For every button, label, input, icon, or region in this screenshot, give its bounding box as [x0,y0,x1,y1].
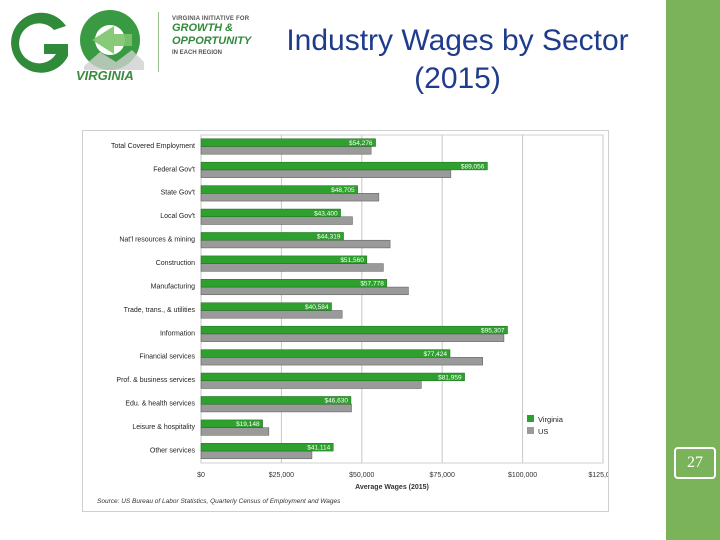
us-bar [200,333,505,342]
chart-canvas: $0 $25,000 $50,000 $75,000 $100,000 $125,000 A… [97,134,608,505]
category-label: State Gov't [161,190,195,197]
category-label: Nat'l resources & mining [119,237,195,244]
source-note: Source: US Bureau of Labor Statistics, Q… [97,498,341,505]
us-bar [200,193,380,202]
virginia-data-label: $51,560 [340,257,364,264]
legend-virginia-swatch [527,415,534,422]
legend-us-label: US [538,427,548,436]
us-bar [200,357,483,366]
virginia-data-label: $48,705 [331,187,355,194]
category-label: Information [160,330,195,337]
virginia-bar [200,279,388,288]
wage-bar-chart: $0 $25,000 $50,000 $75,000 $100,000 $125,000 A… [82,130,609,512]
x-tick-label: $25,000 [269,472,294,479]
us-bar [200,380,422,389]
virginia-bar [200,349,451,358]
virginia-bar [200,396,352,405]
us-bar [200,263,384,272]
us-bar [200,427,270,436]
category-label: Prof. & business services [116,377,195,384]
virginia-data-label: $40,584 [305,304,329,311]
us-bar [200,450,313,460]
virginia-data-label: $43,400 [314,210,338,217]
virginia-bar [200,325,508,335]
virginia-data-label: $44,319 [317,234,341,241]
plot-area [200,134,604,464]
virginia-bar [200,302,332,311]
virginia-bar [200,138,376,147]
go-virginia-logo: VIRGINIA VIRGINIA INITIATIVE FOR GROWTH … [4,4,274,84]
logo-line1: VIRGINIA INITIATIVE FOR [172,16,250,22]
category-label: Construction [156,260,195,267]
us-bar [200,286,409,296]
virginia-bar [200,255,368,264]
category-label: Federal Gov't [153,166,195,173]
go-logo-icon: VIRGINIA [11,10,144,83]
category-label: Local Gov't [160,213,195,220]
us-bar [200,239,391,249]
virginia-bar [200,419,263,428]
category-label: Total Covered Employment [111,143,195,150]
legend-us-swatch [527,427,534,434]
x-tick-label: $50,000 [349,472,374,479]
logo-line4: IN EACH REGION [172,50,223,56]
category-label: Edu. & health services [125,401,195,408]
us-bar [200,169,452,178]
virginia-data-label: $46,630 [324,398,348,405]
logo-line3: OPPORTUNITY [172,35,252,47]
virginia-bar [200,372,465,382]
virginia-data-label: $54,276 [349,140,373,147]
virginia-data-label: $95,307 [481,327,505,334]
category-label: Financial services [139,354,195,361]
virginia-data-label: $89,056 [461,163,485,170]
category-label: Manufacturing [151,283,195,290]
category-label: Leisure & hospitality [132,424,195,431]
x-tick-label: $0 [197,472,205,479]
category-label: Other services [150,447,196,454]
category-label: Trade, trans., & utilities [124,307,196,314]
virginia-bar [200,443,334,452]
slide-title-line2: (2015) [414,62,501,95]
virginia-data-label: $41,114 [307,445,330,452]
logo-line2: GROWTH & [172,22,234,34]
x-axis-title: Average Wages (2015) [355,484,429,491]
us-bar [200,310,343,319]
virginia-data-label: $57,778 [360,281,384,288]
us-bar [200,146,372,155]
page-number: 27 [674,447,716,479]
us-bar [200,216,353,225]
slide-title-line1: Industry Wages by Sector [286,24,629,57]
virginia-bar [200,161,488,171]
virginia-bar [200,185,358,194]
virginia-bar [200,232,344,241]
slide-title: Industry Wages by Sector (2015) [280,22,635,98]
x-tick-label: $100,000 [508,472,537,479]
x-tick-label: $75,000 [430,472,455,479]
virginia-data-label: $19,148 [236,421,260,428]
legend-virginia-label: Virginia [538,415,564,424]
logo-tagline: VIRGINIA INITIATIVE FOR GROWTH & OPPORTU… [172,16,292,56]
x-tick-label: $125,000 [588,472,608,479]
virginia-data-label: $77,424 [423,351,447,358]
virginia-data-label: $81,959 [438,374,462,381]
us-bar [200,403,352,413]
virginia-bar [200,208,341,218]
logo-virginia-text: VIRGINIA [76,68,134,83]
